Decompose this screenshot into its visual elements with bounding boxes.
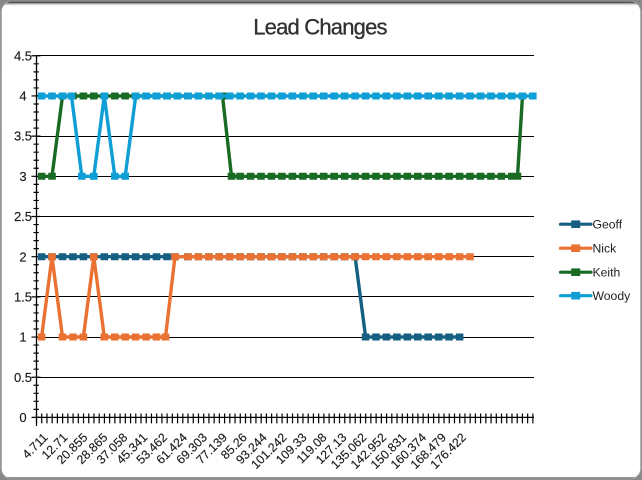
svg-text:Woody: Woody	[593, 289, 632, 303]
svg-text:Keith: Keith	[593, 266, 621, 280]
svg-text:0: 0	[19, 410, 26, 425]
svg-text:2: 2	[19, 249, 26, 264]
svg-text:1.5: 1.5	[14, 290, 32, 305]
svg-text:Nick: Nick	[593, 242, 618, 256]
svg-text:0.5: 0.5	[14, 370, 32, 385]
svg-text:4.5: 4.5	[14, 48, 32, 63]
svg-text:4: 4	[19, 89, 26, 104]
svg-text:2.5: 2.5	[14, 209, 32, 224]
svg-text:3.5: 3.5	[14, 129, 32, 144]
svg-text:3: 3	[19, 169, 26, 184]
svg-text:1: 1	[19, 330, 26, 345]
svg-text:Geoff: Geoff	[593, 218, 623, 232]
svg-text:Lead Changes: Lead Changes	[253, 15, 387, 40]
